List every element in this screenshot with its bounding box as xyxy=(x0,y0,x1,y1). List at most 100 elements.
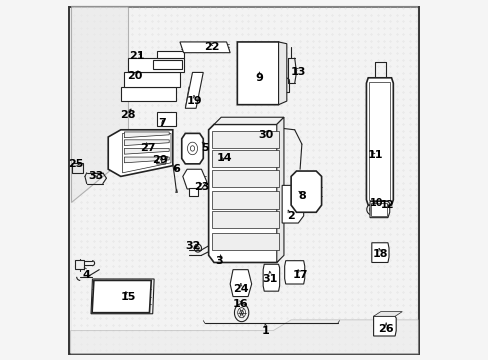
Point xyxy=(173,206,181,211)
Point xyxy=(89,302,97,308)
Point xyxy=(302,334,310,340)
Point xyxy=(96,102,103,108)
Point xyxy=(167,270,175,276)
Point xyxy=(180,18,187,24)
Point xyxy=(212,264,220,269)
Point xyxy=(128,57,136,63)
Point xyxy=(347,244,355,250)
Point xyxy=(328,270,336,276)
Point xyxy=(141,83,149,89)
Point xyxy=(270,296,278,302)
Point xyxy=(102,12,110,18)
Point xyxy=(96,264,103,269)
Point xyxy=(192,251,200,256)
Point xyxy=(379,115,387,121)
Point xyxy=(360,231,368,237)
Point xyxy=(147,302,155,308)
Point xyxy=(334,147,342,153)
Point xyxy=(347,12,355,18)
Point xyxy=(231,128,239,134)
Point xyxy=(315,238,323,243)
Point xyxy=(366,83,374,89)
Point xyxy=(373,63,381,69)
Point xyxy=(373,167,381,172)
Text: 30: 30 xyxy=(258,130,273,140)
Point xyxy=(405,141,413,147)
Point xyxy=(205,44,213,50)
Point xyxy=(341,38,348,44)
Point xyxy=(386,193,393,198)
Point xyxy=(270,238,278,243)
Point xyxy=(102,70,110,76)
Point xyxy=(135,296,142,302)
Point xyxy=(173,328,181,334)
Point xyxy=(96,128,103,134)
Point xyxy=(212,141,220,147)
Point xyxy=(360,167,368,172)
Point xyxy=(296,199,304,205)
Point xyxy=(270,257,278,263)
Point xyxy=(141,219,149,224)
Point xyxy=(70,341,78,347)
Polygon shape xyxy=(284,261,304,284)
Point xyxy=(83,44,91,50)
Point xyxy=(392,50,400,56)
Point xyxy=(366,186,374,192)
Point xyxy=(135,96,142,102)
Point xyxy=(328,276,336,282)
Point xyxy=(411,315,419,321)
Point xyxy=(250,173,258,179)
Point xyxy=(231,289,239,295)
Point xyxy=(392,309,400,315)
Point xyxy=(244,63,252,69)
Point xyxy=(347,57,355,63)
Point xyxy=(186,122,194,127)
Point xyxy=(128,128,136,134)
Point xyxy=(83,321,91,327)
Point xyxy=(321,50,329,56)
Point xyxy=(315,321,323,327)
Point xyxy=(115,270,123,276)
Point xyxy=(141,50,149,56)
Point xyxy=(160,315,168,321)
Point xyxy=(321,63,329,69)
Point xyxy=(186,219,194,224)
Point xyxy=(334,296,342,302)
Point xyxy=(411,70,419,76)
Point xyxy=(173,315,181,321)
Point xyxy=(328,115,336,121)
Point xyxy=(379,31,387,37)
Point xyxy=(399,173,407,179)
Point xyxy=(141,154,149,159)
Point xyxy=(238,225,245,230)
Point xyxy=(224,257,232,263)
Point xyxy=(315,38,323,44)
Point xyxy=(147,109,155,114)
Point xyxy=(160,270,168,276)
Point xyxy=(244,199,252,205)
Point xyxy=(77,38,84,44)
Point xyxy=(289,96,297,102)
Point xyxy=(264,134,271,140)
Point xyxy=(392,147,400,153)
Point xyxy=(231,270,239,276)
Point xyxy=(89,89,97,95)
Point xyxy=(154,147,162,153)
Point xyxy=(341,270,348,276)
Point xyxy=(96,212,103,218)
Point xyxy=(205,128,213,134)
Point xyxy=(70,270,78,276)
Point xyxy=(218,347,226,353)
Point xyxy=(70,83,78,89)
Point xyxy=(353,309,361,315)
Point xyxy=(392,238,400,243)
Point xyxy=(186,180,194,185)
Point xyxy=(373,334,381,340)
Point xyxy=(128,264,136,269)
Point xyxy=(154,160,162,166)
Point xyxy=(89,96,97,102)
Point xyxy=(70,315,78,321)
Text: 29: 29 xyxy=(152,155,168,165)
Point xyxy=(321,283,329,289)
Point xyxy=(212,244,220,250)
